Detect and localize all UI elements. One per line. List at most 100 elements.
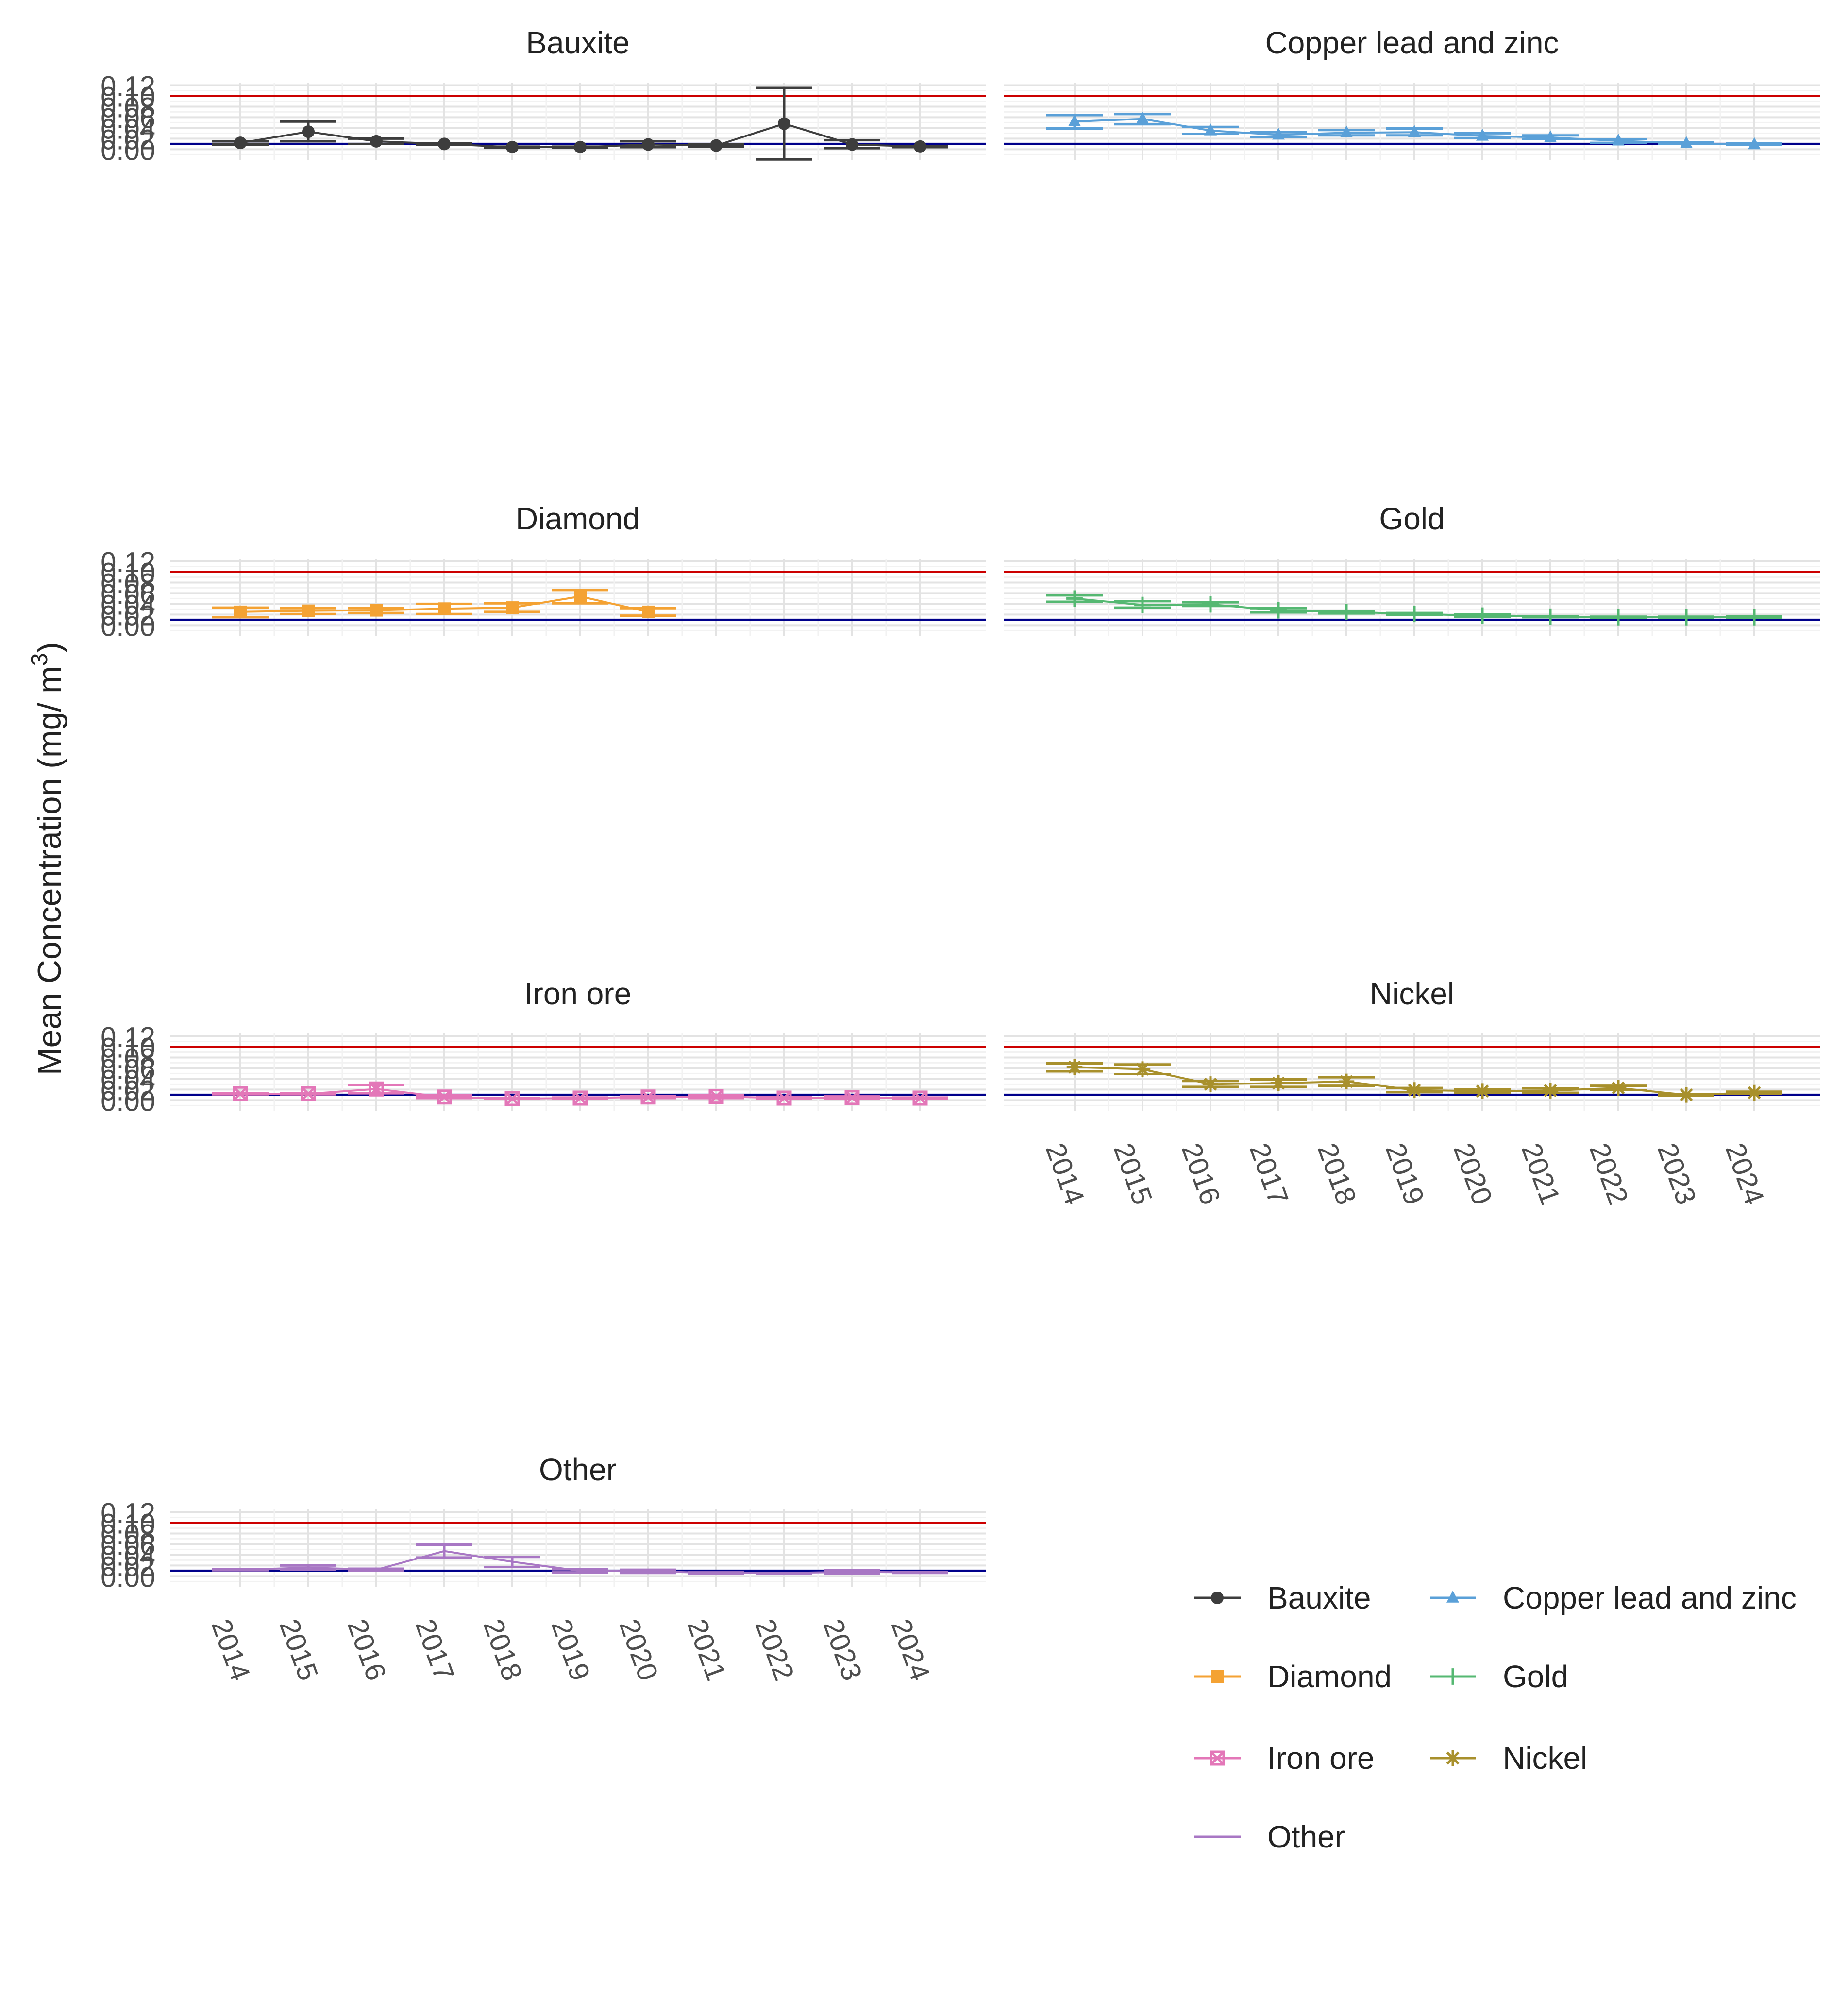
- y-tick-label: 0.00: [101, 610, 155, 642]
- data-point: [1658, 1087, 1714, 1103]
- y-tick-label: 0.06: [101, 102, 155, 134]
- data-point: [484, 140, 540, 153]
- y-axis-label: Mean Concentration (mg/ m3): [27, 642, 68, 1075]
- x-tick-label: 2014: [205, 1615, 256, 1684]
- point-marker: [1338, 1073, 1355, 1090]
- point-marker: [572, 1090, 588, 1106]
- data-point: [416, 602, 472, 615]
- point-marker: [1408, 125, 1421, 137]
- data-point: [280, 1086, 336, 1101]
- x-tick-label: 2023: [1651, 1139, 1702, 1208]
- point-marker: [1338, 603, 1355, 620]
- point-marker: [914, 140, 926, 153]
- error-bar: [416, 1543, 472, 1559]
- data-point: [1726, 137, 1782, 150]
- data-point: [1318, 125, 1375, 138]
- data-point: [212, 605, 269, 619]
- y-tick-label: 0.10: [101, 1032, 155, 1064]
- data-point: [1182, 596, 1239, 613]
- data-point: [212, 136, 269, 150]
- point-marker: [1542, 608, 1559, 625]
- facet-title: Other: [539, 1452, 617, 1487]
- error-bar: [688, 1571, 744, 1575]
- y-tick-label: 0.08: [101, 1519, 155, 1550]
- data-point: [552, 1568, 608, 1574]
- data-point: [1522, 1083, 1579, 1099]
- y-axis-label-superscript: 3: [27, 653, 52, 666]
- y-tick-label: 0.12: [101, 70, 155, 102]
- y-tick-label: 0.08: [101, 92, 155, 123]
- data-point: [688, 139, 744, 152]
- point-marker: [1136, 111, 1149, 124]
- point-marker: [1202, 596, 1219, 613]
- legend-item-other: Other: [1194, 1819, 1345, 1854]
- facet-title: Iron ore: [524, 976, 632, 1011]
- legend-key-marker: [1445, 1668, 1461, 1685]
- data-point: [484, 1091, 540, 1106]
- data-point: [1522, 130, 1579, 142]
- data-point: [688, 1089, 744, 1104]
- data-point: [1250, 127, 1307, 140]
- y-tick-label: 0.02: [101, 1551, 155, 1582]
- facet-title: Gold: [1379, 501, 1445, 536]
- y-tick-label: 0.04: [101, 1064, 155, 1096]
- data-point: [212, 1086, 269, 1101]
- error-bar: [348, 1567, 404, 1572]
- data-point: [756, 1090, 812, 1106]
- facet-copper-lead-and-zinc: Copper lead and zinc: [1004, 25, 1820, 160]
- data-point: [280, 1564, 336, 1571]
- point-marker: [1066, 1059, 1083, 1075]
- data-point: [348, 1081, 404, 1097]
- data-point: [1182, 1076, 1239, 1092]
- y-tick-label: 0.10: [101, 81, 155, 113]
- point-marker: [778, 117, 790, 130]
- point-marker: [302, 125, 315, 138]
- data-point: [1046, 1059, 1103, 1075]
- y-tick-label: 0.04: [101, 1540, 155, 1572]
- data-point: [348, 135, 404, 148]
- x-tick-label: 2016: [341, 1615, 392, 1684]
- x-tick-label: 2018: [477, 1615, 528, 1684]
- point-marker: [1748, 137, 1761, 150]
- y-tick-label: 0.04: [101, 589, 155, 621]
- point-marker: [574, 590, 587, 603]
- legend-key-marker: [1211, 1670, 1224, 1683]
- data-point: [688, 1571, 744, 1575]
- facet-title: Copper lead and zinc: [1265, 25, 1559, 60]
- point-marker: [1406, 606, 1423, 623]
- point-marker: [504, 1091, 520, 1106]
- error-bar: [280, 1564, 336, 1571]
- point-marker: [642, 138, 655, 151]
- y-tick-label: 0.04: [101, 113, 155, 145]
- legend-label: Copper lead and zinc: [1503, 1580, 1797, 1615]
- data-point: [1386, 1082, 1443, 1098]
- data-point: [1590, 1080, 1647, 1096]
- data-point: [620, 1568, 676, 1575]
- point-marker: [233, 1086, 248, 1101]
- data-point: [212, 1568, 269, 1572]
- point-marker: [506, 140, 519, 153]
- legend-key-marker: [1211, 1592, 1224, 1604]
- x-tick-label: 2018: [1311, 1139, 1362, 1208]
- x-tick-label: 2024: [1719, 1139, 1770, 1208]
- y-tick-label: 0.12: [101, 1021, 155, 1053]
- data-point: [1726, 1084, 1782, 1101]
- x-tick-label: 2020: [1447, 1139, 1498, 1208]
- data-point: [348, 1567, 404, 1572]
- y-tick-label: 0.10: [101, 557, 155, 589]
- y-tick-label: 0.10: [101, 1508, 155, 1540]
- point-marker: [710, 139, 723, 152]
- point-marker: [1612, 133, 1625, 146]
- y-tick-label: 0.12: [101, 1497, 155, 1529]
- point-marker: [846, 138, 858, 151]
- data-point: [1454, 607, 1511, 624]
- point-marker: [370, 604, 383, 617]
- point-marker: [301, 1086, 316, 1101]
- facet-bauxite: Bauxite 0.000.020.040.060.080.100.12: [101, 25, 986, 166]
- data-point: [1726, 609, 1782, 626]
- point-marker: [1474, 1083, 1491, 1099]
- point-marker: [369, 1081, 384, 1097]
- data-point: [552, 140, 608, 153]
- legend-item-diamond: Diamond: [1194, 1659, 1392, 1694]
- error-bar: [484, 1556, 540, 1569]
